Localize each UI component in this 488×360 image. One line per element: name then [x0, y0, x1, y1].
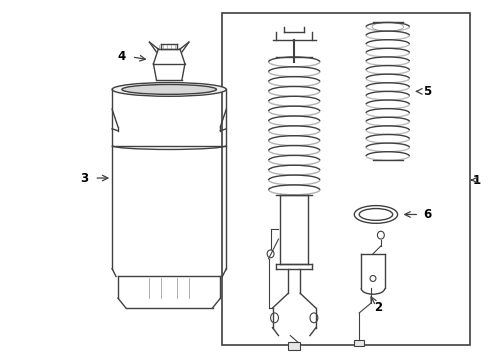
Text: 4: 4 [118, 50, 126, 63]
Bar [222, 13, 469, 345]
Bar [288, 342, 300, 350]
Ellipse shape [122, 85, 216, 94]
Text: 6: 6 [422, 208, 430, 221]
Text: 5: 5 [422, 85, 430, 98]
Text: 1: 1 [471, 174, 479, 186]
Text: 3: 3 [81, 171, 88, 185]
Bar [353, 339, 364, 346]
Text: 2: 2 [373, 301, 381, 315]
Ellipse shape [112, 82, 226, 96]
